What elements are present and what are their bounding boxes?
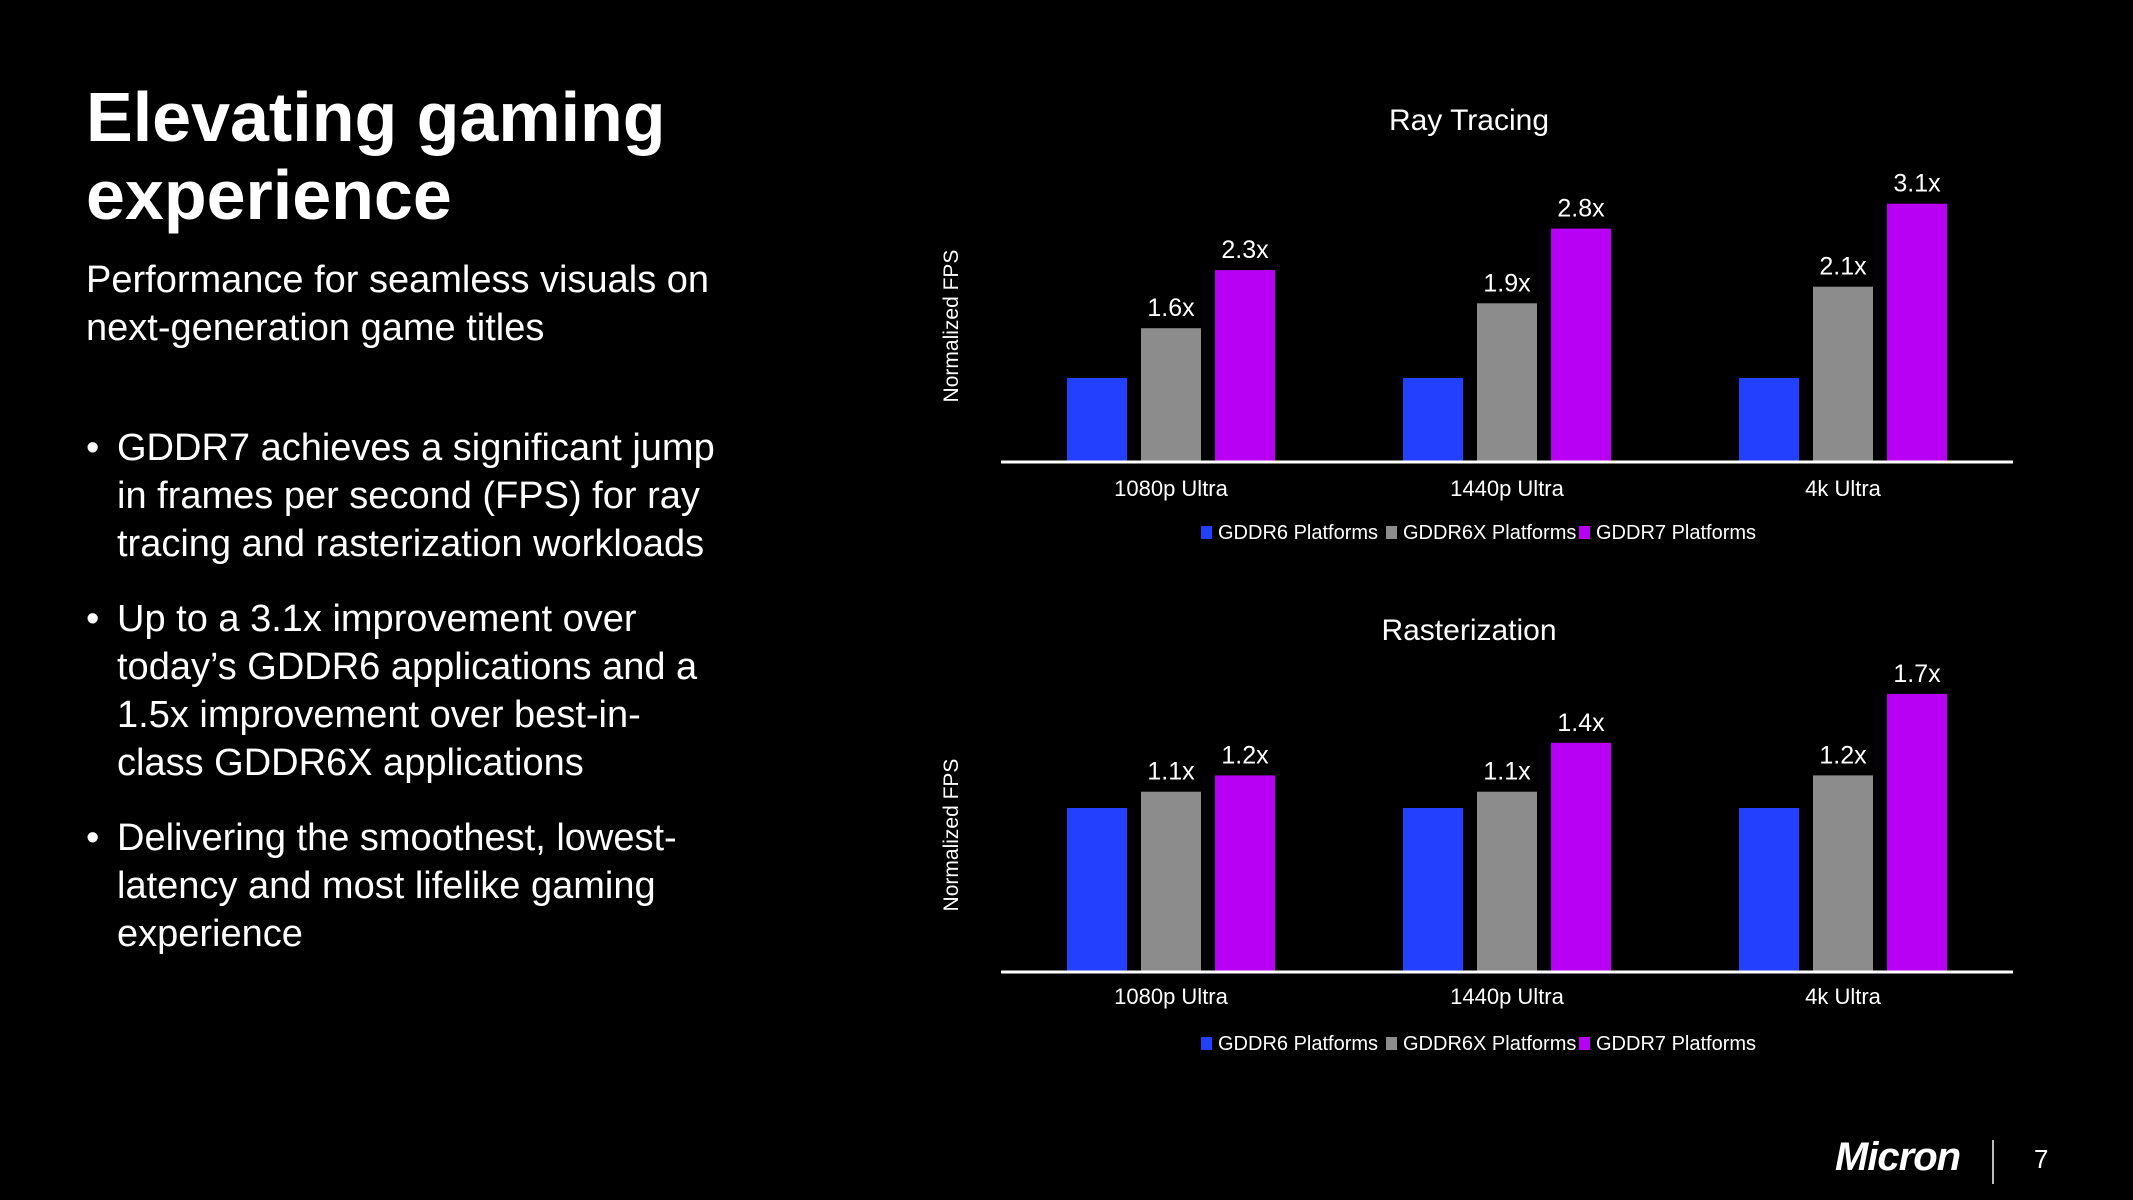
category-label: 1080p Ultra bbox=[1114, 984, 1229, 1009]
data-label: 3.1x bbox=[1893, 170, 1941, 198]
data-label: 1.2x bbox=[1819, 741, 1867, 769]
bullet-text: Up to a 3.1x improvement over today’s GD… bbox=[117, 598, 698, 784]
bullet-item: • GDDR7 achieves a significant jump in fr… bbox=[86, 424, 726, 568]
micron-logo: Micron bbox=[1835, 1135, 1961, 1179]
slide-title: Elevating gaming experience bbox=[86, 78, 666, 234]
bar-gddr6x bbox=[1813, 775, 1873, 971]
y-axis-label: Normalized FPS bbox=[940, 250, 963, 403]
bar-gddr7 bbox=[1887, 203, 1947, 461]
bar-gddr6x bbox=[1477, 791, 1537, 971]
bullet-text: Delivering the smoothest, lowest-latency… bbox=[117, 817, 677, 955]
data-label: 1.9x bbox=[1483, 269, 1531, 297]
legend-swatch bbox=[1579, 1037, 1590, 1050]
bar-gddr7 bbox=[1551, 742, 1611, 971]
data-label: 2.1x bbox=[1819, 253, 1867, 281]
chart-title: Ray Tracing bbox=[1389, 104, 1549, 137]
legend-label: GDDR6X Platforms bbox=[1403, 1033, 1576, 1055]
legend-label: GDDR7 Platforms bbox=[1596, 1033, 1756, 1055]
y-axis-label: Normalized FPS bbox=[940, 759, 963, 912]
data-label: 1.1x bbox=[1147, 758, 1195, 786]
data-label: 1.2x bbox=[1221, 741, 1269, 769]
legend-label: GDDR6 Platforms bbox=[1218, 1033, 1378, 1055]
chart-title: Rasterization bbox=[1381, 614, 1556, 647]
bar-gddr6x bbox=[1813, 286, 1873, 461]
data-label: 2.3x bbox=[1221, 236, 1269, 264]
data-label: 1.7x bbox=[1893, 660, 1941, 688]
data-label: 1.6x bbox=[1147, 294, 1195, 322]
bullet-icon: • bbox=[86, 817, 100, 859]
data-label: 2.8x bbox=[1557, 195, 1605, 223]
bullet-icon: • bbox=[86, 598, 100, 640]
legend-swatch bbox=[1579, 526, 1590, 539]
category-label: 4k Ultra bbox=[1805, 476, 1882, 501]
bar-gddr6 bbox=[1739, 378, 1799, 461]
legend-swatch bbox=[1386, 1037, 1397, 1050]
bar-gddr6x bbox=[1141, 328, 1201, 461]
bar-gddr7 bbox=[1887, 693, 1947, 971]
data-label: 1.1x bbox=[1483, 758, 1531, 786]
legend-swatch bbox=[1201, 526, 1212, 539]
bar-gddr6 bbox=[1403, 378, 1463, 461]
bullet-text: GDDR7 achieves a significant jump in fra… bbox=[117, 427, 715, 565]
bullet-item: • Up to a 3.1x improvement over today’s G… bbox=[86, 595, 726, 787]
bullet-icon: • bbox=[86, 427, 100, 469]
bar-gddr7 bbox=[1215, 775, 1275, 971]
legend-swatch bbox=[1386, 526, 1397, 539]
category-label: 4k Ultra bbox=[1805, 984, 1882, 1009]
category-label: 1440p Ultra bbox=[1450, 984, 1565, 1009]
legend-label: GDDR6 Platforms bbox=[1218, 522, 1378, 544]
legend-label: GDDR6X Platforms bbox=[1403, 522, 1576, 544]
category-label: 1440p Ultra bbox=[1450, 476, 1565, 501]
bar-gddr6 bbox=[1067, 808, 1127, 971]
legend-swatch bbox=[1201, 1037, 1212, 1050]
bar-gddr6 bbox=[1403, 808, 1463, 971]
bullet-list: • GDDR7 achieves a significant jump in fr… bbox=[86, 424, 726, 985]
bar-gddr7 bbox=[1551, 228, 1611, 461]
data-label: 1.4x bbox=[1557, 709, 1605, 737]
bullet-item: • Delivering the smoothest, lowest-latenc… bbox=[86, 814, 726, 958]
bar-gddr6x bbox=[1141, 791, 1201, 971]
category-label: 1080p Ultra bbox=[1114, 476, 1229, 501]
slide-subtitle: Performance for seamless visuals on next… bbox=[86, 259, 710, 349]
bar-gddr6 bbox=[1067, 378, 1127, 461]
divider bbox=[1992, 1140, 1994, 1184]
page-number: 7 bbox=[2034, 1144, 2049, 1174]
bar-gddr7 bbox=[1215, 270, 1275, 461]
bar-gddr6x bbox=[1477, 303, 1537, 461]
bar-gddr6 bbox=[1739, 808, 1799, 971]
legend-label: GDDR7 Platforms bbox=[1596, 522, 1756, 544]
